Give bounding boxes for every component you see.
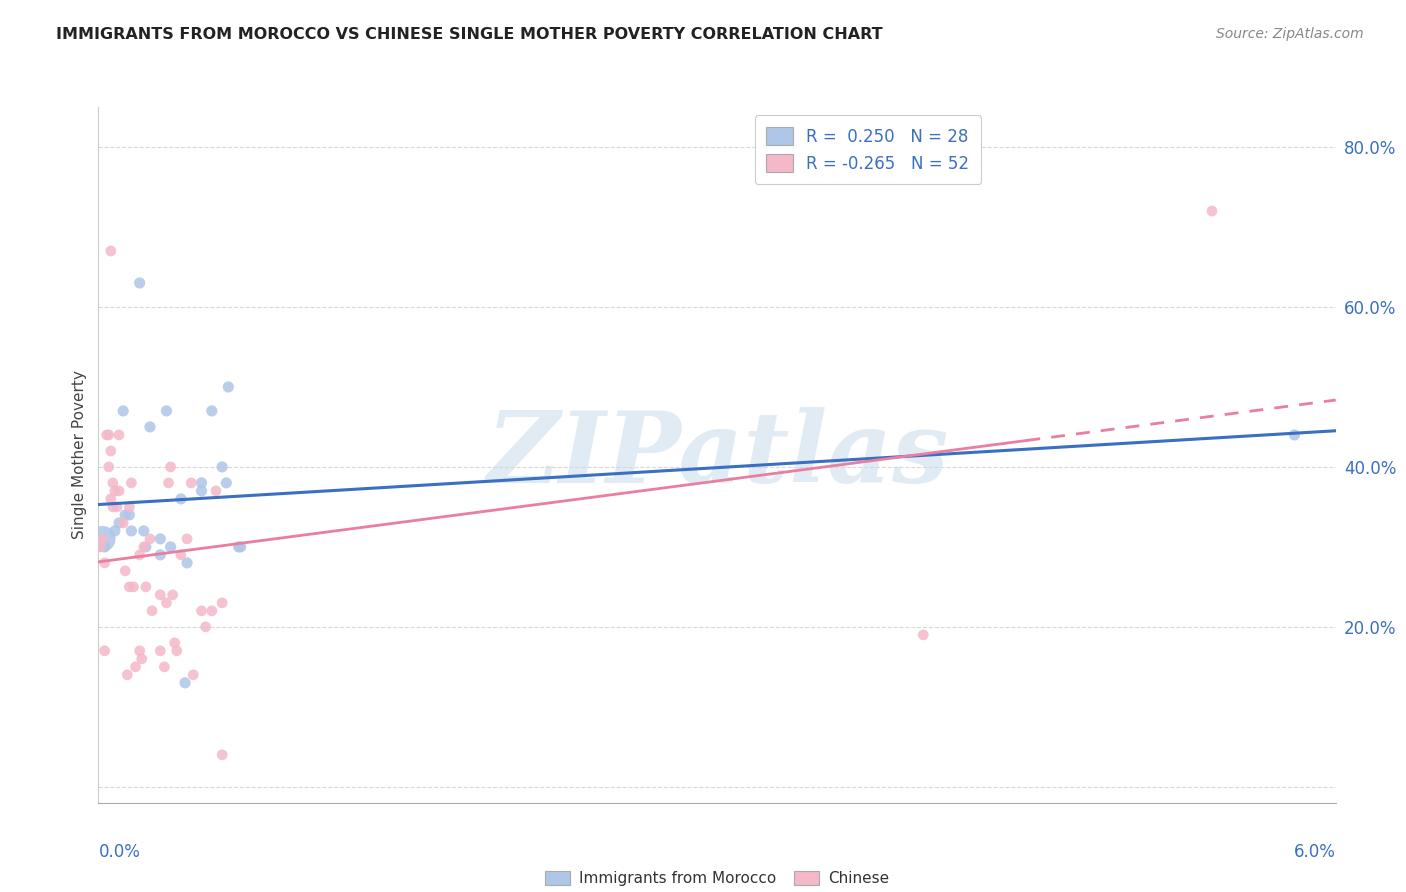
Point xyxy=(1201,204,1223,219)
Point xyxy=(201,404,224,418)
Point xyxy=(118,580,141,594)
Point xyxy=(100,444,122,458)
Point xyxy=(211,747,233,762)
Point xyxy=(117,668,139,682)
Point xyxy=(139,532,162,546)
Point xyxy=(194,620,217,634)
Point xyxy=(108,483,131,498)
Text: 6.0%: 6.0% xyxy=(1294,843,1336,861)
Point xyxy=(215,475,238,490)
Point xyxy=(135,540,157,554)
Point xyxy=(211,596,233,610)
Text: 0.0%: 0.0% xyxy=(98,843,141,861)
Point xyxy=(181,668,204,682)
Point xyxy=(149,532,172,546)
Point xyxy=(93,540,115,554)
Point xyxy=(114,508,136,522)
Y-axis label: Single Mother Poverty: Single Mother Poverty xyxy=(72,370,87,540)
Point xyxy=(159,459,181,474)
Point xyxy=(128,548,150,562)
Point xyxy=(91,532,114,546)
Point xyxy=(97,459,120,474)
Point xyxy=(91,532,114,546)
Point xyxy=(132,540,155,554)
Text: Source: ZipAtlas.com: Source: ZipAtlas.com xyxy=(1216,27,1364,41)
Point xyxy=(180,475,202,490)
Point xyxy=(108,516,131,530)
Point xyxy=(132,524,155,538)
Point xyxy=(93,556,115,570)
Point xyxy=(101,475,124,490)
Point xyxy=(101,500,124,514)
Point xyxy=(155,596,177,610)
Point xyxy=(201,604,224,618)
Point xyxy=(131,652,153,666)
Point xyxy=(153,660,176,674)
Point xyxy=(228,540,250,554)
Point xyxy=(100,491,122,506)
Point xyxy=(128,276,150,290)
Point xyxy=(217,380,239,394)
Point xyxy=(190,483,212,498)
Point xyxy=(124,660,146,674)
Point xyxy=(118,508,141,522)
Point xyxy=(100,244,122,258)
Point xyxy=(912,628,935,642)
Point xyxy=(104,524,127,538)
Point xyxy=(163,636,186,650)
Point xyxy=(1284,428,1306,442)
Text: IMMIGRANTS FROM MOROCCO VS CHINESE SINGLE MOTHER POVERTY CORRELATION CHART: IMMIGRANTS FROM MOROCCO VS CHINESE SINGL… xyxy=(56,27,883,42)
Point xyxy=(170,548,193,562)
Point xyxy=(159,540,181,554)
Point xyxy=(155,404,177,418)
Point xyxy=(89,540,111,554)
Point xyxy=(190,475,212,490)
Point xyxy=(120,524,142,538)
Text: ZIPatlas: ZIPatlas xyxy=(486,407,948,503)
Point xyxy=(190,604,212,618)
Point xyxy=(141,604,163,618)
Point xyxy=(104,483,127,498)
Point xyxy=(97,428,120,442)
Point xyxy=(120,475,142,490)
Point xyxy=(122,580,145,594)
Point xyxy=(170,491,193,506)
Point xyxy=(149,548,172,562)
Point xyxy=(211,459,233,474)
Point xyxy=(149,588,172,602)
Point xyxy=(108,428,131,442)
Point xyxy=(112,404,135,418)
Point xyxy=(176,556,198,570)
Point xyxy=(135,580,157,594)
Point xyxy=(139,420,162,434)
Point xyxy=(229,540,252,554)
Point xyxy=(112,516,135,530)
Point xyxy=(128,644,150,658)
Point xyxy=(114,564,136,578)
Legend: Immigrants from Morocco, Chinese: Immigrants from Morocco, Chinese xyxy=(538,865,896,892)
Point xyxy=(105,500,128,514)
Point xyxy=(96,428,118,442)
Point xyxy=(205,483,228,498)
Point xyxy=(176,532,198,546)
Point xyxy=(118,500,141,514)
Point xyxy=(166,644,188,658)
Point xyxy=(149,644,172,658)
Point xyxy=(162,588,184,602)
Point xyxy=(157,475,180,490)
Point xyxy=(93,644,115,658)
Point xyxy=(174,676,197,690)
